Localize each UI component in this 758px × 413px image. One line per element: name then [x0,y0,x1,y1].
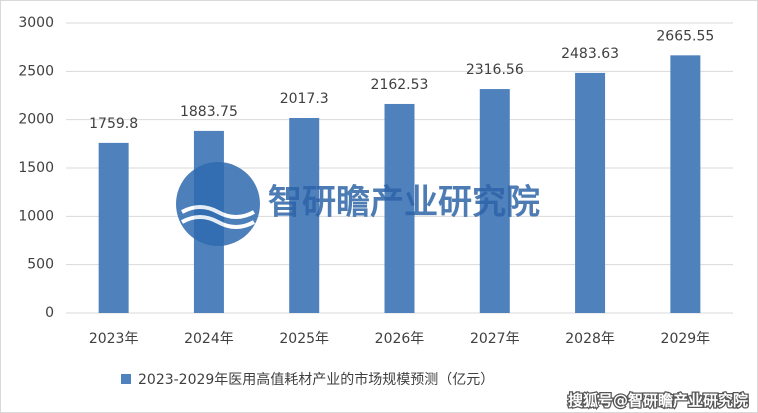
value-label: 1759.8 [89,116,138,132]
bar [384,103,415,313]
watermark-logo-wave [181,215,255,229]
y-tick-label: 1000 [18,208,54,224]
value-label: 1883.75 [180,104,238,120]
y-tick-label: 1500 [18,160,54,176]
watermark-logo [176,162,260,246]
bar [479,89,510,314]
bar [289,117,320,314]
legend-swatch [121,374,131,384]
x-tick-label: 2023年 [89,331,139,347]
watermark-text: 智研瞻产业研究院 [268,183,540,223]
value-label: 2483.63 [561,46,619,62]
y-tick-label: 500 [27,257,54,273]
value-label: 2665.55 [656,28,714,44]
legend-label: 2023-2029年医用高值耗材产业的市场规模预测（亿元） [138,371,494,388]
watermark: 智研瞻产业研究院 [176,162,540,246]
x-tick-label: 2027年 [470,331,520,347]
bar [575,72,606,313]
x-tick-label: 2025年 [279,331,329,347]
x-tick-label: 2024年 [184,331,234,347]
value-label: 2316.56 [466,62,524,78]
value-label: 2017.3 [280,91,329,107]
y-tick-label: 3000 [18,15,54,31]
bar [670,55,701,313]
value-label: 2162.53 [371,77,429,93]
x-tick-label: 2026年 [375,331,425,347]
y-tick-label: 2000 [18,112,54,128]
bar [98,142,129,313]
y-tick-label: 0 [45,305,54,321]
watermark-logo-wave [181,205,255,219]
x-tick-label: 2029年 [661,331,711,347]
credit: 搜狐号@智研瞻产业研究院 [568,392,748,410]
y-tick-label: 2500 [18,63,54,79]
x-tick-label: 2028年 [565,331,615,347]
